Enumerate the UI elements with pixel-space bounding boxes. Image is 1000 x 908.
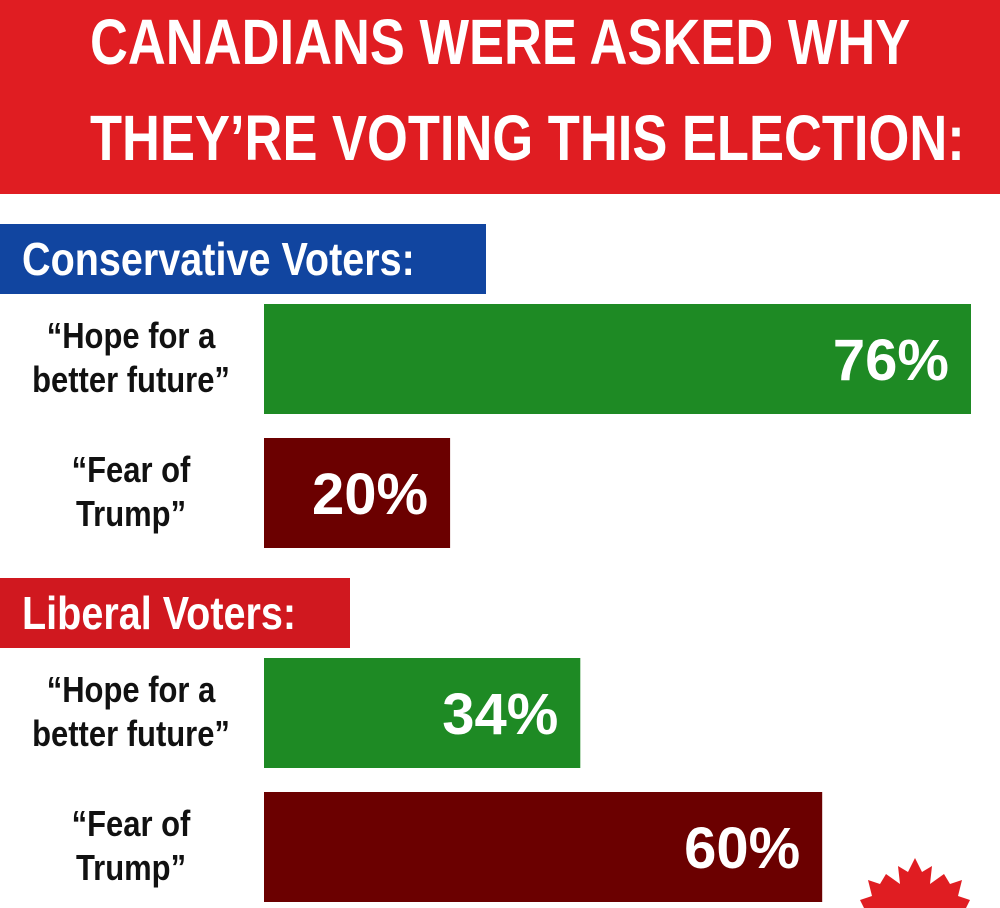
bar-liberal-fear bbox=[264, 792, 823, 902]
row-label-liberal-fear: “Fear of Trump” bbox=[0, 802, 262, 890]
bar-value-label-liberal-fear: 60% bbox=[684, 816, 800, 881]
bar-conservative-hope bbox=[264, 304, 971, 414]
section-label-liberal-text: Liberal Voters: bbox=[22, 587, 297, 639]
row-label-line-1: “Fear of bbox=[71, 803, 191, 844]
section-label-conservative: Conservative Voters: bbox=[0, 224, 486, 294]
title-line-2: THEY’RE VOTING THIS ELECTION: bbox=[90, 102, 965, 174]
title-line-1: CANADIANS WERE ASKED WHY bbox=[90, 6, 911, 78]
row-label-line-1: “Fear of bbox=[71, 449, 191, 490]
row-label-line-2: Trump” bbox=[75, 847, 187, 888]
row-label-conservative-fear: “Fear of Trump” bbox=[0, 448, 262, 536]
row-label-line-1: “Hope for a bbox=[46, 315, 216, 356]
row-label-conservative-hope: “Hope for a better future” bbox=[0, 314, 262, 402]
maple-leaf-icon bbox=[860, 858, 970, 908]
title-banner: CANADIANS WERE ASKED WHY THEY’RE VOTING … bbox=[0, 0, 1000, 194]
section-label-liberal: Liberal Voters: bbox=[0, 578, 350, 648]
row-label-line-2: Trump” bbox=[75, 493, 187, 534]
bar-value-label-liberal-hope: 34% bbox=[442, 682, 558, 747]
row-label-line-1: “Hope for a bbox=[46, 669, 216, 710]
row-label-liberal-hope: “Hope for a better future” bbox=[0, 668, 262, 756]
row-label-line-2: better future” bbox=[32, 713, 230, 754]
bar-value-label-conservative-hope: 76% bbox=[833, 328, 949, 393]
bar-conservative-fear bbox=[264, 438, 451, 548]
bar-value-label-conservative-fear: 20% bbox=[312, 462, 428, 527]
row-label-line-2: better future” bbox=[32, 359, 230, 400]
bar-liberal-hope bbox=[264, 658, 581, 768]
section-label-conservative-text: Conservative Voters: bbox=[22, 233, 415, 285]
